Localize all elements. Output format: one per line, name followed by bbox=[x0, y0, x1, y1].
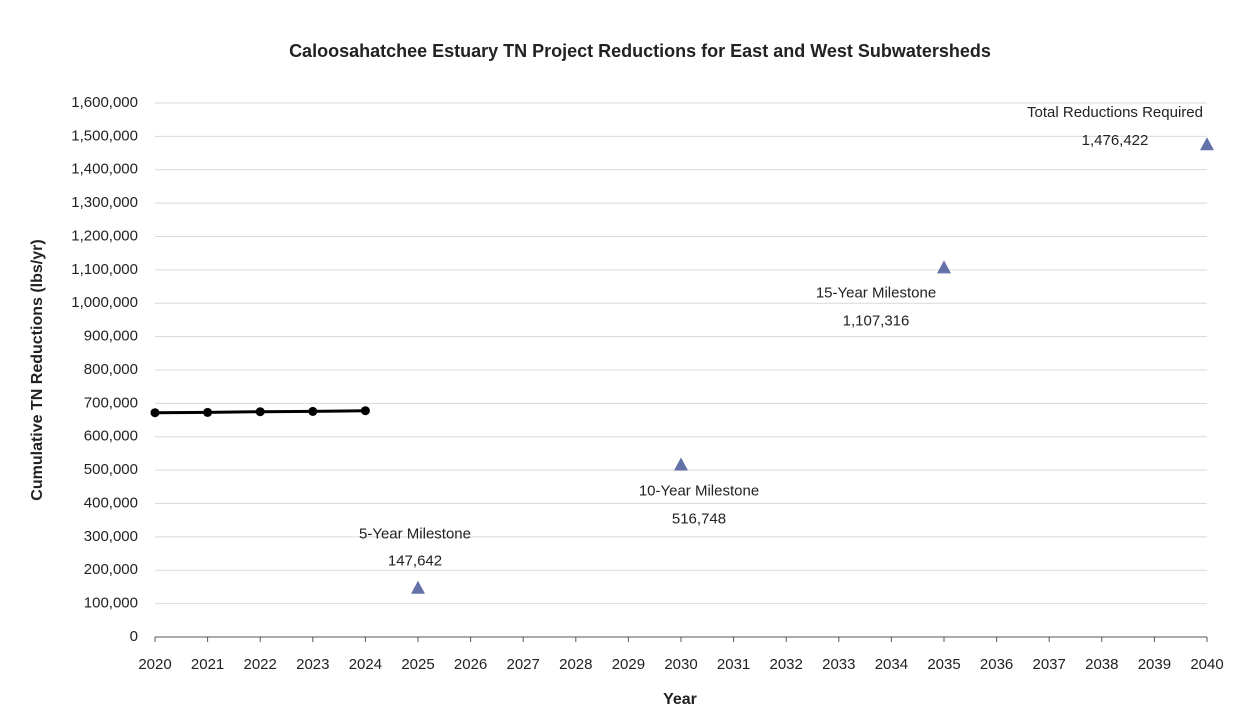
y-tick-label: 600,000 bbox=[84, 428, 138, 445]
x-tick-label: 2037 bbox=[1033, 656, 1066, 673]
x-tick-label: 2040 bbox=[1190, 656, 1223, 673]
value-label: 1,107,316 bbox=[843, 312, 910, 329]
data-point bbox=[308, 406, 318, 416]
y-tick-label: 1,200,000 bbox=[71, 227, 138, 244]
y-tick-label: 1,500,000 bbox=[71, 127, 138, 144]
x-tick-label: 2039 bbox=[1138, 656, 1171, 673]
y-tick-label: 300,000 bbox=[84, 528, 138, 545]
x-tick-label: 2030 bbox=[664, 656, 697, 673]
x-tick-label: 2023 bbox=[296, 656, 329, 673]
x-tick-label: 2036 bbox=[980, 656, 1013, 673]
y-tick-label: 400,000 bbox=[84, 494, 138, 511]
x-tick-label: 2033 bbox=[822, 656, 855, 673]
x-tick-label: 2025 bbox=[401, 656, 434, 673]
milestone-marker bbox=[937, 260, 951, 274]
y-tick-label: 700,000 bbox=[84, 394, 138, 411]
annotation: Total Reductions Required bbox=[1027, 104, 1203, 121]
y-axis-title: Cumulative TN Reductions (lbs/yr) bbox=[29, 239, 46, 500]
y-tick-label: 1,100,000 bbox=[71, 261, 138, 278]
value-label: 1,476,422 bbox=[1082, 132, 1149, 149]
annotation: 10-Year Milestone bbox=[639, 483, 759, 500]
y-tick-label: 1,600,000 bbox=[71, 94, 138, 111]
x-tick-label: 2024 bbox=[349, 656, 382, 673]
y-tick-label: 0 bbox=[130, 628, 138, 645]
data-point bbox=[255, 407, 265, 417]
x-tick-label: 2026 bbox=[454, 656, 487, 673]
x-tick-label: 2038 bbox=[1085, 656, 1118, 673]
y-tick-label: 1,000,000 bbox=[71, 294, 138, 311]
data-point bbox=[203, 407, 213, 417]
value-label: 147,642 bbox=[388, 553, 442, 570]
x-tick-label: 2021 bbox=[191, 656, 224, 673]
x-tick-label: 2020 bbox=[138, 656, 171, 673]
annotation: 15-Year Milestone bbox=[816, 284, 936, 301]
x-tick-label: 2028 bbox=[559, 656, 592, 673]
x-tick-label: 2029 bbox=[612, 656, 645, 673]
x-tick-label: 2032 bbox=[770, 656, 803, 673]
y-tick-label: 500,000 bbox=[84, 461, 138, 478]
x-tick-label: 2027 bbox=[507, 656, 540, 673]
x-tick-label: 2031 bbox=[717, 656, 750, 673]
milestone-marker bbox=[411, 580, 425, 594]
value-label: 516,748 bbox=[672, 511, 726, 528]
y-tick-label: 900,000 bbox=[84, 328, 138, 345]
data-point bbox=[150, 408, 160, 418]
x-axis-title: Year bbox=[663, 691, 697, 708]
chart-title: Caloosahatchee Estuary TN Project Reduct… bbox=[289, 41, 991, 61]
milestone-marker bbox=[674, 457, 688, 471]
y-tick-label: 200,000 bbox=[84, 561, 138, 578]
y-tick-label: 100,000 bbox=[84, 595, 138, 612]
y-tick-label: 1,300,000 bbox=[71, 194, 138, 211]
data-point bbox=[360, 406, 370, 416]
milestone-marker bbox=[1200, 137, 1214, 151]
y-tick-label: 800,000 bbox=[84, 361, 138, 378]
annotation: 5-Year Milestone bbox=[359, 526, 471, 543]
x-tick-label: 2022 bbox=[244, 656, 277, 673]
x-tick-label: 2035 bbox=[927, 656, 960, 673]
x-tick-label: 2034 bbox=[875, 656, 908, 673]
y-tick-label: 1,400,000 bbox=[71, 161, 138, 178]
